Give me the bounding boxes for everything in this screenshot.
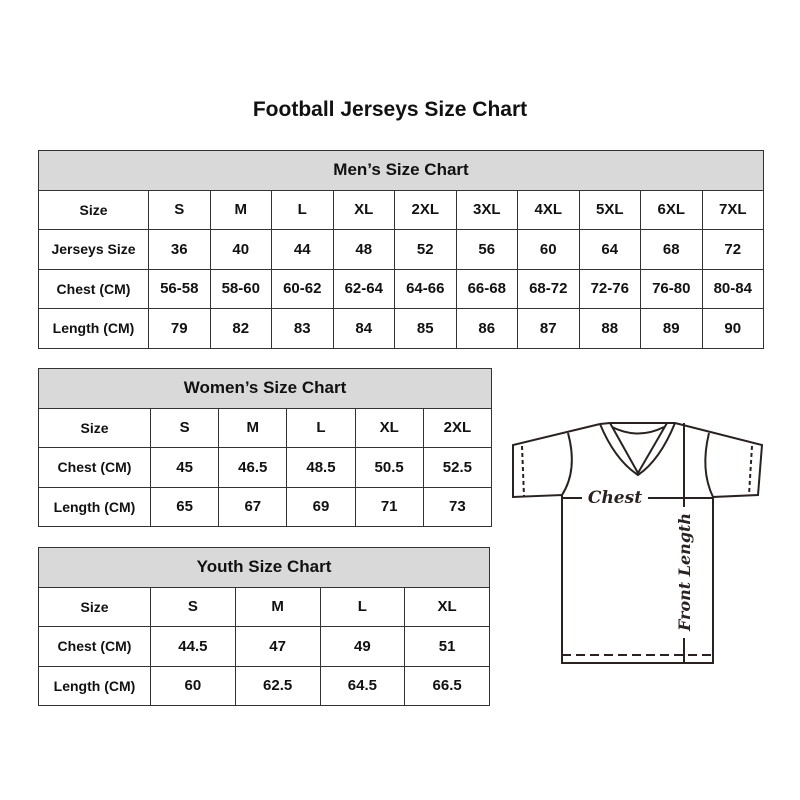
table-cell: 36 xyxy=(148,229,211,270)
table-cell: 60-62 xyxy=(271,268,334,309)
front-length-label: Front Length xyxy=(675,513,694,632)
sleeve-hems xyxy=(521,445,753,497)
table-cell: 44.5 xyxy=(150,626,236,667)
table-cell: 84 xyxy=(332,308,395,349)
table-row: Chest (CM) 45 46.5 48.5 50.5 52.5 xyxy=(38,447,493,488)
mens-heading: Men’s Size Chart xyxy=(38,150,764,191)
youth-size-table: Youth Size Chart Size S M L XL Chest (CM) 44.5… xyxy=(38,547,490,706)
table-cell: 49 xyxy=(319,626,406,667)
table-row: Jerseys Size 36 40 44 48 52 56 60 64 68 72 xyxy=(38,229,764,270)
table-cell: 60 xyxy=(150,665,236,706)
table-cell: 88 xyxy=(578,308,641,349)
table-cell: 62.5 xyxy=(234,665,321,706)
table-cell: M xyxy=(234,586,321,627)
table-cell: 40 xyxy=(209,229,272,270)
table-cell: 7XL xyxy=(701,189,764,230)
table-cell: 5XL xyxy=(578,189,641,230)
table-cell: 73 xyxy=(422,486,493,527)
right-sleeve-seam xyxy=(704,432,714,498)
table-cell: 47 xyxy=(234,626,321,667)
page-title: Football Jerseys Size Chart xyxy=(252,98,528,121)
table-cell: 48.5 xyxy=(286,447,356,488)
table-cell: 44 xyxy=(271,229,334,270)
table-cell: 79 xyxy=(148,308,211,349)
row-label: Length (CM) xyxy=(38,308,149,349)
table-cell: 51 xyxy=(404,626,490,667)
row-label: Size xyxy=(38,586,151,627)
youth-heading: Youth Size Chart xyxy=(38,547,490,588)
row-label: Length (CM) xyxy=(38,665,151,706)
womens-heading: Women’s Size Chart xyxy=(38,368,492,409)
table-cell: 80-84 xyxy=(701,268,764,309)
table-cell: 60 xyxy=(517,229,580,270)
table-cell: 82 xyxy=(209,308,272,349)
table-cell: 62-64 xyxy=(332,268,395,309)
table-cell: 87 xyxy=(517,308,580,349)
table-cell: 56-58 xyxy=(148,268,211,309)
table-cell: 6XL xyxy=(640,189,703,230)
table-cell: 64.5 xyxy=(319,665,406,706)
table-cell: XL xyxy=(404,586,490,627)
table-row: Chest (CM) 44.5 47 49 51 xyxy=(38,626,490,667)
jersey-collar xyxy=(599,422,676,477)
row-label: Size xyxy=(38,189,149,230)
table-cell: 66-68 xyxy=(455,268,518,309)
table-cell: 68-72 xyxy=(517,268,580,309)
table-cell: L xyxy=(286,407,356,448)
table-cell: 85 xyxy=(394,308,457,349)
table-cell: 69 xyxy=(286,486,356,527)
table-row: Length (CM) 79 82 83 84 85 86 87 88 89 90 xyxy=(38,308,764,349)
table-row: Size S M L XL xyxy=(38,586,490,627)
table-row: Length (CM) 65 67 69 71 73 xyxy=(38,486,493,527)
chest-label: Chest xyxy=(588,488,642,508)
row-label: Length (CM) xyxy=(38,486,151,527)
table-cell: 2XL xyxy=(422,407,493,448)
table-cell: 48 xyxy=(332,229,395,270)
table-cell: L xyxy=(319,586,406,627)
table-cell: 68 xyxy=(640,229,703,270)
row-label: Chest (CM) xyxy=(38,626,151,667)
table-cell: 76-80 xyxy=(640,268,703,309)
table-cell: 66.5 xyxy=(404,665,490,706)
row-label: Chest (CM) xyxy=(38,447,151,488)
row-label: Jerseys Size xyxy=(38,229,149,270)
table-cell: 86 xyxy=(455,308,518,349)
table-cell: 72-76 xyxy=(578,268,641,309)
table-cell: L xyxy=(271,189,334,230)
table-cell: S xyxy=(150,586,236,627)
table-row: Size S M L XL 2XL 3XL 4XL 5XL 6XL 7XL xyxy=(38,189,764,230)
table-cell: 65 xyxy=(149,486,220,527)
table-cell: 67 xyxy=(218,486,288,527)
table-row: Length (CM) 60 62.5 64.5 66.5 xyxy=(38,665,490,706)
table-cell: 90 xyxy=(701,308,764,349)
table-row: Size S M L XL 2XL xyxy=(38,407,493,448)
table-cell: M xyxy=(218,407,288,448)
left-sleeve-seam xyxy=(561,432,573,496)
row-label: Size xyxy=(38,407,151,448)
table-cell: S xyxy=(149,407,220,448)
table-cell: XL xyxy=(332,189,395,230)
table-cell: XL xyxy=(354,407,424,448)
womens-size-table: Women’s Size Chart Size S M L XL 2XL Chest (CM… xyxy=(38,368,493,527)
table-cell: 71 xyxy=(354,486,424,527)
table-cell: 50.5 xyxy=(354,447,424,488)
jersey-outline xyxy=(512,422,764,664)
mens-size-table: Men’s Size Chart Size S M L XL 2XL 3XL 4XL 5XL 6X… xyxy=(38,150,764,349)
table-cell: 52.5 xyxy=(422,447,493,488)
table-cell: 45 xyxy=(149,447,220,488)
